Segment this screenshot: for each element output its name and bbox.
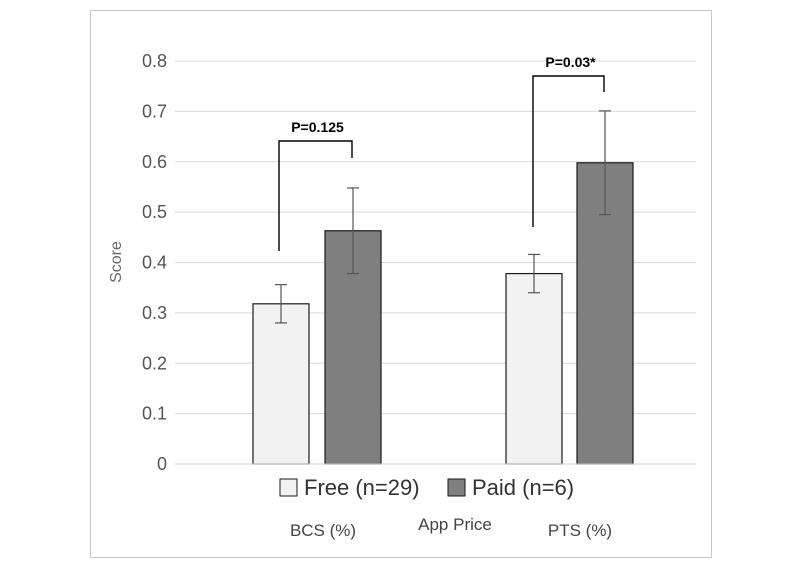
error-bars	[275, 110, 611, 324]
legend-swatch	[447, 478, 466, 497]
y-tick-label: 0	[157, 454, 167, 474]
x-category-label: PTS (%)	[548, 521, 612, 540]
bars	[252, 162, 634, 465]
y-tick-label: 0.4	[142, 253, 167, 273]
significance-bracket	[278, 140, 353, 251]
bar	[505, 272, 563, 465]
y-tick-label: 0.3	[142, 303, 167, 323]
p-value-label: P=0.125	[291, 119, 344, 135]
legend: Free (n=29) Paid (n=6)	[279, 475, 574, 500]
bar	[252, 303, 310, 465]
y-tick-label: 0.7	[142, 101, 167, 121]
legend-label: Free (n=29)	[304, 475, 420, 500]
y-tick-label: 0.5	[142, 202, 167, 222]
y-tick-label: 0.1	[142, 404, 167, 424]
x-category-label: BCS (%)	[290, 521, 356, 540]
legend-swatch	[279, 478, 298, 497]
p-value-label: P=0.03*	[545, 54, 596, 70]
significance-bracket	[532, 75, 605, 227]
y-axis-ticks: 0 0.1 0.2 0.3 0.4 0.5 0.6 0.7 0.8	[142, 51, 167, 474]
x-axis-label: App Price	[418, 515, 492, 534]
x-axis-categories: BCS (%) PTS (%)	[290, 521, 612, 540]
y-axis-label: Score	[108, 241, 125, 283]
y-tick-label: 0.2	[142, 353, 167, 373]
legend-label: Paid (n=6)	[472, 475, 574, 500]
y-tick-label: 0.8	[142, 51, 167, 71]
significance-annotations: P=0.125 P=0.03*	[278, 54, 605, 251]
y-tick-label: 0.6	[142, 152, 167, 172]
